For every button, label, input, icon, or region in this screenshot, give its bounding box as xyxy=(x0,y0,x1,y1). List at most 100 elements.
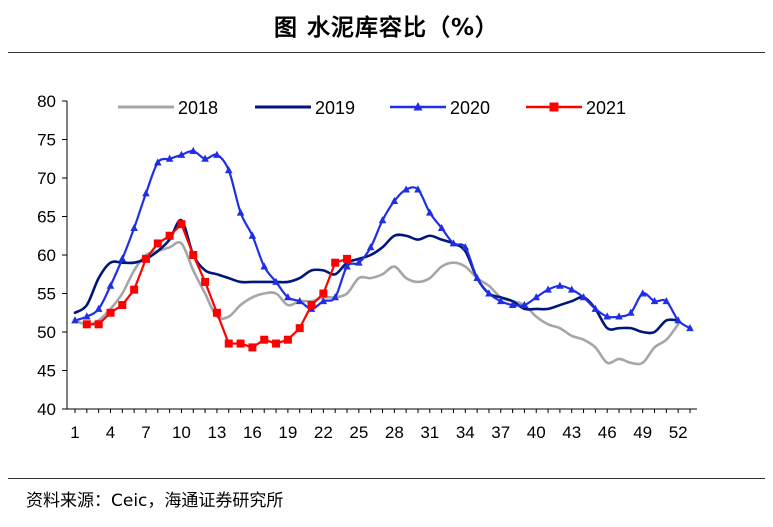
data-point-2020 xyxy=(248,231,257,239)
data-point-2021 xyxy=(165,231,174,240)
data-point-2021 xyxy=(343,254,352,263)
series-line-2018 xyxy=(73,240,680,366)
series-2018 xyxy=(73,240,680,366)
data-point-2020 xyxy=(295,297,304,305)
data-point-2020 xyxy=(461,243,470,251)
data-point-2020 xyxy=(319,297,328,305)
x-tick-label: 46 xyxy=(598,423,617,442)
data-point-2020 xyxy=(284,293,292,301)
data-point-2020 xyxy=(402,185,410,193)
data-point-2020 xyxy=(154,158,162,166)
data-point-2021 xyxy=(272,339,281,348)
x-tick-label: 4 xyxy=(106,423,115,442)
legend-label-2020: 2020 xyxy=(450,98,490,118)
data-point-2020 xyxy=(544,285,552,293)
data-point-2020 xyxy=(627,308,635,316)
x-tick-label: 19 xyxy=(278,423,297,442)
data-point-2020 xyxy=(437,223,446,231)
data-point-2020 xyxy=(603,312,611,320)
data-point-2021 xyxy=(153,239,162,248)
top-rule xyxy=(8,52,765,53)
chart-axes: 40 45 50 55 60 65 70 75 80 1 4 7 10 13 16 19 22 25 28 31 34 3… xyxy=(37,92,697,442)
data-point-2020 xyxy=(662,297,671,305)
data-point-2020 xyxy=(674,316,682,324)
data-point-2021 xyxy=(248,343,257,352)
data-point-2020 xyxy=(224,166,233,174)
data-point-2020 xyxy=(189,146,198,154)
data-point-2020 xyxy=(390,196,399,205)
data-point-2021 xyxy=(177,220,186,229)
data-point-2020 xyxy=(130,223,138,231)
x-tick-label: 43 xyxy=(562,423,581,442)
y-tick-label: 70 xyxy=(37,169,56,188)
data-point-2020 xyxy=(343,262,351,270)
x-tick-label: 40 xyxy=(527,423,546,442)
legend-item-2021: 2021 xyxy=(526,98,626,118)
chart-legend: 2018 2019 2020 2021 xyxy=(118,98,626,118)
data-point-2020 xyxy=(355,258,363,266)
data-point-2020 xyxy=(496,297,505,305)
data-point-2020 xyxy=(508,300,517,308)
data-point-2020 xyxy=(686,323,694,332)
data-point-2020 xyxy=(378,216,387,224)
x-tick-label: 31 xyxy=(420,423,439,442)
data-point-2021 xyxy=(331,258,340,267)
legend-item-2019: 2019 xyxy=(255,98,355,118)
data-point-2020 xyxy=(638,289,647,297)
x-tick-label: 37 xyxy=(491,423,510,442)
legend-label-2021: 2021 xyxy=(586,98,626,118)
data-point-2020 xyxy=(591,304,600,312)
data-point-2020 xyxy=(272,277,280,285)
data-point-2020 xyxy=(473,273,481,282)
data-point-2021 xyxy=(201,277,210,286)
x-tick-label: 16 xyxy=(243,423,262,442)
data-point-2021 xyxy=(236,339,245,348)
y-tick-label: 60 xyxy=(37,246,56,265)
chart-title: 图 水泥库容比（%） xyxy=(273,15,500,41)
data-point-2020 xyxy=(213,150,221,158)
data-point-2020 xyxy=(142,189,150,197)
y-tick-label: 55 xyxy=(37,285,56,304)
data-point-2021 xyxy=(295,324,304,333)
data-point-2020 xyxy=(449,239,458,247)
data-point-2020 xyxy=(94,304,103,312)
data-point-2021 xyxy=(141,254,150,263)
x-tick-label: 7 xyxy=(141,423,150,442)
data-point-2020 xyxy=(579,293,588,301)
data-point-2020 xyxy=(650,297,659,305)
data-point-2020 xyxy=(331,293,339,301)
data-point-2020 xyxy=(414,185,422,193)
data-point-2020 xyxy=(520,300,529,308)
x-tick-label: 25 xyxy=(349,423,368,442)
data-point-2021 xyxy=(94,320,103,329)
legend-item-2018: 2018 xyxy=(118,98,218,118)
data-point-2021 xyxy=(130,285,139,294)
legend-item-2020: 2020 xyxy=(390,98,490,118)
data-point-2020 xyxy=(556,281,564,289)
data-point-2021 xyxy=(319,289,328,298)
line-chart: 40 45 50 55 60 65 70 75 80 1 4 7 10 13 16 19 22 25 28 31 34 3… xyxy=(37,92,697,442)
data-point-2021 xyxy=(307,301,316,310)
x-tick-label: 10 xyxy=(172,423,191,442)
legend-label-2018: 2018 xyxy=(178,98,218,118)
series-2019 xyxy=(73,218,680,335)
x-tick-label: 22 xyxy=(314,423,333,442)
data-point-2020 xyxy=(177,150,186,158)
x-tick-label: 34 xyxy=(456,423,475,442)
data-point-2020 xyxy=(615,312,623,320)
data-point-2021 xyxy=(189,251,198,259)
data-point-2020 xyxy=(366,243,375,251)
legend-marker-2020 xyxy=(413,102,423,111)
legend-label-2019: 2019 xyxy=(315,98,355,118)
y-tick-label: 80 xyxy=(37,92,56,111)
series-layer xyxy=(71,146,694,366)
data-point-2020 xyxy=(106,281,115,289)
x-tick-label: 1 xyxy=(70,423,79,442)
data-point-2021 xyxy=(224,339,233,348)
data-point-2020 xyxy=(567,285,576,293)
data-point-2020 xyxy=(165,154,174,162)
data-point-2021 xyxy=(212,308,221,317)
y-tick-label: 40 xyxy=(37,400,56,419)
data-point-2020 xyxy=(485,289,493,297)
data-point-2020 xyxy=(201,154,209,162)
